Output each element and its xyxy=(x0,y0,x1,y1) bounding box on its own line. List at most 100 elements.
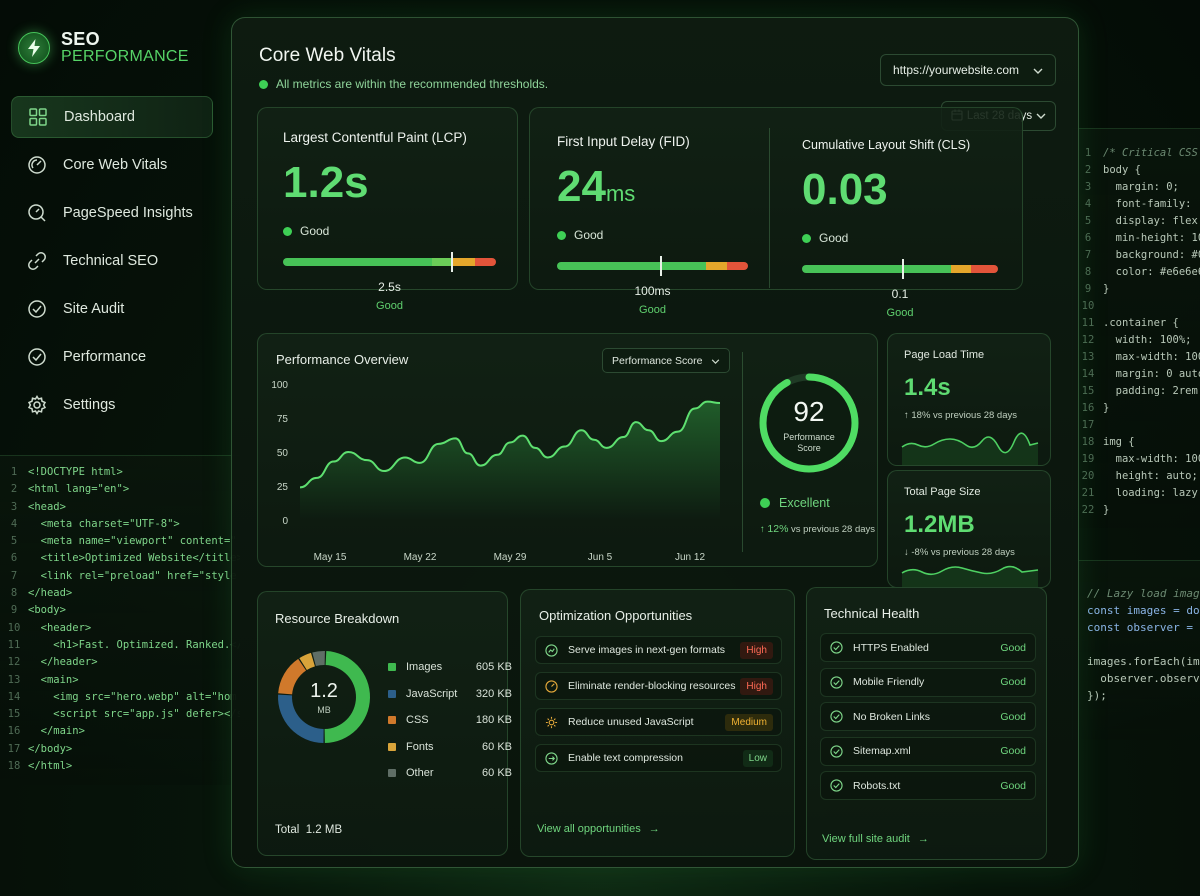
opportunity-item[interactable]: Enable text compression Low xyxy=(535,744,782,772)
code-line: const observer = ( xyxy=(1087,621,1200,634)
series-area xyxy=(300,401,720,520)
threshold-value: 2.5s xyxy=(378,280,401,294)
health-status: Good xyxy=(1000,641,1026,654)
view-all-opportunities-link[interactable]: View all opportunities → xyxy=(537,823,660,835)
page-size-card: Total Page Size 1.2MB ↓ -8% vs previous … xyxy=(887,470,1051,588)
score-change: ↑ 12% vs previous 28 days xyxy=(760,523,876,535)
opportunities-card: Optimization Opportunities Serve images … xyxy=(520,589,795,857)
arrow-right-icon: → xyxy=(917,833,929,845)
legend-item: Images 605 KB xyxy=(388,654,512,681)
vital-fid: First Input Delay (FID) 24ms Good 100ms … xyxy=(557,134,748,316)
legend-label: Images xyxy=(406,661,443,674)
opportunity-label: Reduce unused JavaScript xyxy=(568,716,694,728)
opportunity-item[interactable]: Reduce unused JavaScript Medium xyxy=(535,708,782,736)
status-message: All metrics are within the recommended t… xyxy=(259,77,548,91)
vital-label: Largest Contentful Paint (LCP) xyxy=(283,130,467,145)
sidebar-item-label: Technical SEO xyxy=(63,253,159,269)
code-line: 12 width: 100%; xyxy=(1081,334,1192,346)
image-icon xyxy=(544,643,558,657)
sparkline xyxy=(901,432,1039,465)
health-item[interactable]: Sitemap.xml Good xyxy=(820,736,1036,766)
url-select[interactable]: https://yourwebsite.com xyxy=(880,54,1056,86)
metric-select[interactable]: Performance Score xyxy=(602,348,730,373)
threshold-bar xyxy=(557,256,748,276)
chevron-down-icon xyxy=(711,355,720,367)
url-select-value: https://yourwebsite.com xyxy=(893,63,1020,77)
code-line: 9 <body> xyxy=(10,604,66,617)
code-line: 15 padding: 2rem; xyxy=(1081,385,1200,397)
sidebar-item-label: Performance xyxy=(63,349,147,365)
code-line: images.forEach(img xyxy=(1087,655,1200,668)
brand-logo[interactable]: SEO PERFORMANCE xyxy=(18,30,189,66)
health-item[interactable]: Mobile Friendly Good xyxy=(820,667,1036,697)
donut-slice xyxy=(278,694,324,743)
code-line: 3 margin: 0; xyxy=(1084,181,1179,193)
threshold-bar xyxy=(283,252,496,272)
priority-badge: Low xyxy=(742,749,773,767)
code-line: 13 <main> xyxy=(7,673,79,686)
score-ring xyxy=(759,373,859,473)
view-site-audit-link[interactable]: View full site audit → xyxy=(822,833,929,845)
arrow-right-icon: → xyxy=(648,823,660,835)
status-dot-icon xyxy=(557,230,566,240)
card-title: Technical Health xyxy=(824,606,920,621)
page-title: Core Web Vitals xyxy=(259,45,396,66)
code-line: 8 color: #e6e6e6 xyxy=(1084,266,1200,278)
health-item[interactable]: HTTPS Enabled Good xyxy=(820,633,1036,662)
status-dot-icon xyxy=(802,233,811,243)
code-line: 2 body { xyxy=(1084,164,1141,176)
code-line: 9} xyxy=(1084,283,1110,295)
lcp-card: Largest Contentful Paint (LCP) 1.2s Good… xyxy=(257,107,518,312)
donut-slice xyxy=(299,652,315,670)
health-item[interactable]: Robots.txt Good xyxy=(820,771,1036,800)
code-line: 10 <header> xyxy=(7,621,92,634)
sidebar-item-dashboard[interactable]: Dashboard xyxy=(11,96,213,138)
gear-icon xyxy=(27,395,47,415)
code-line: 5 <meta name="viewport" content=" xyxy=(10,535,237,548)
gauge-fill xyxy=(759,373,859,473)
gear-icon xyxy=(544,715,558,729)
code-line: const images = doc xyxy=(1087,604,1200,617)
health-status: Good xyxy=(1000,710,1026,723)
vital-value: 24ms xyxy=(557,162,636,211)
code-line: 6 min-height: 10 xyxy=(1084,232,1200,244)
vital-value: 1.2s xyxy=(283,158,369,207)
code-line: 6 <title>Optimized Website</title> xyxy=(10,552,240,565)
score-gauge: 92 Performance Score xyxy=(756,370,862,476)
grid-icon xyxy=(28,107,48,127)
sidebar-item-core-web-vitals[interactable]: Core Web Vitals xyxy=(11,144,213,186)
stat-title: Total Page Size xyxy=(904,486,981,498)
opportunity-item[interactable]: Eliminate render-blocking resources High xyxy=(535,672,782,700)
check-circle-icon xyxy=(830,779,843,792)
code-line: 1 <!DOCTYPE html> xyxy=(10,466,123,478)
link-icon xyxy=(27,251,47,271)
health-item[interactable]: No Broken Links Good xyxy=(820,702,1036,731)
donut-slice xyxy=(278,658,307,695)
health-label: HTTPS Enabled xyxy=(853,641,929,654)
code-line: }); xyxy=(1087,689,1107,702)
arrow-up-icon: ↑ xyxy=(760,524,765,535)
check-circle-icon xyxy=(27,347,47,367)
opportunity-item[interactable]: Serve images in next-gen formats High xyxy=(535,636,782,664)
sidebar-item-settings[interactable]: Settings xyxy=(11,384,213,426)
sidebar-item-technical-seo[interactable]: Technical SEO xyxy=(11,240,213,282)
sidebar-item-site-audit[interactable]: Site Audit xyxy=(11,288,213,330)
sparkline xyxy=(901,565,1039,587)
threshold-marker xyxy=(660,256,663,276)
legend-label: JavaScript xyxy=(406,687,458,700)
sidebar-item-pagespeed-insights[interactable]: PageSpeed Insights xyxy=(11,192,213,234)
x-tick-label: Jun 5 xyxy=(588,552,613,563)
vital-cls: Cumulative Layout Shift (CLS) 0.03 Good … xyxy=(802,138,998,319)
threshold-status: Good xyxy=(886,307,914,319)
code-line: 4 <meta charset="UTF-8"> xyxy=(10,517,180,530)
y-tick-label: 100 xyxy=(271,380,288,391)
code-line: 1/* Critical CSS xyxy=(1084,147,1198,159)
sidebar-item-label: Settings xyxy=(63,397,116,413)
vital-label: Cumulative Layout Shift (CLS) xyxy=(802,138,971,152)
sidebar-item-performance[interactable]: Performance xyxy=(11,336,213,378)
vital-status: Good xyxy=(283,224,496,238)
metric-select-value: Performance Score xyxy=(612,354,703,367)
health-label: Mobile Friendly xyxy=(853,676,925,688)
brand-line-1: SEO xyxy=(61,29,100,49)
code-line: 5 display: flex; xyxy=(1084,215,1200,227)
